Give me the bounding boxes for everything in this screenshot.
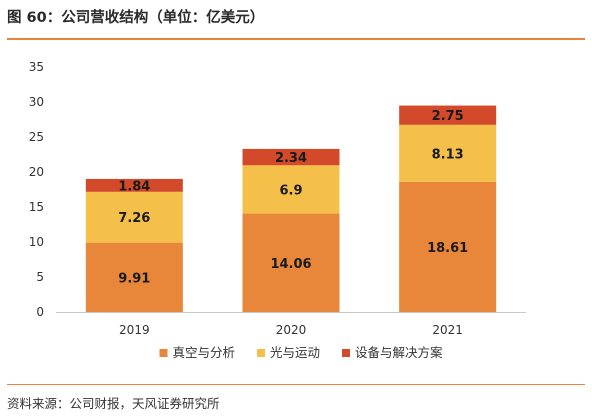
y-tick-label: 5 <box>36 270 44 284</box>
y-tick-label: 0 <box>36 305 44 319</box>
legend-swatch <box>342 349 350 357</box>
y-tick-label: 25 <box>29 130 44 144</box>
data-label: 1.84 <box>118 179 150 194</box>
legend-swatch <box>159 349 168 357</box>
bar-segment-2020-1 <box>242 213 340 312</box>
data-label: 2.75 <box>432 109 464 124</box>
data-label: 9.91 <box>118 271 150 286</box>
data-label: 18.61 <box>427 241 468 256</box>
stacked-bar-chart: 0 5 10 15 20 25 30 35 2019 2020 2021 9.91 7.26 1.84… <box>29 60 526 360</box>
y-tick-label: 20 <box>29 165 44 179</box>
legend-swatch <box>257 349 265 357</box>
legend-label: 真空与分析 <box>173 345 236 360</box>
bar-segment-2020-2 <box>242 165 340 214</box>
bar-segment-2019-1 <box>85 242 183 312</box>
data-label: 6.9 <box>279 183 302 198</box>
source-note: 资料来源：公司财报，天风证券研究所 <box>7 396 220 411</box>
data-label: 8.13 <box>432 147 464 162</box>
x-tick-label: 2019 <box>119 323 150 337</box>
y-tick-label: 30 <box>29 95 44 109</box>
data-label: 2.34 <box>275 151 307 166</box>
bar-segment-2019-3 <box>85 178 183 192</box>
bar-segment-2019-2 <box>85 191 183 243</box>
source-divider <box>7 384 585 385</box>
y-tick-label: 10 <box>29 235 44 249</box>
x-tick-label: 2020 <box>276 323 307 337</box>
bar-segment-2021-3 <box>399 105 497 125</box>
legend: 真空与分析 光与运动 设备与解决方案 <box>159 345 443 360</box>
x-tick-label: 2021 <box>432 323 463 337</box>
bars: 9.91 7.26 1.84 14.06 6.9 2.34 18.61 8.13 2.75 <box>85 105 497 312</box>
data-label: 14.06 <box>270 257 311 272</box>
bar-segment-2020-3 <box>242 148 340 166</box>
data-label: 7.26 <box>118 211 150 226</box>
bar-segment-2021-2 <box>399 124 497 182</box>
x-axis: 2019 2020 2021 <box>56 312 526 337</box>
legend-label: 光与运动 <box>270 345 320 360</box>
bar-segment-2021-1 <box>399 181 497 312</box>
y-tick-label: 35 <box>29 60 44 74</box>
y-axis: 0 5 10 15 20 25 30 35 <box>29 60 44 319</box>
legend-label: 设备与解决方案 <box>355 345 443 360</box>
title-divider <box>7 38 585 40</box>
chart-title: 图 60：公司营收结构（单位：亿美元） <box>7 10 265 26</box>
y-tick-label: 15 <box>29 200 44 214</box>
